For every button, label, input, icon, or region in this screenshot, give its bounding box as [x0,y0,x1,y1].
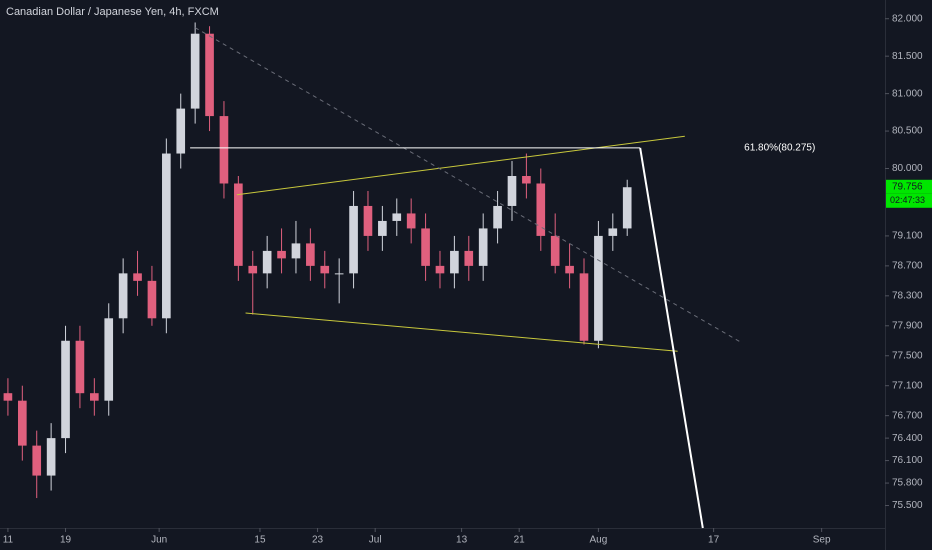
candle-body [147,280,157,319]
y-tick-label: 81.500 [892,51,923,62]
candle-body [536,183,546,236]
candle-body [61,340,70,439]
candle-body [421,228,430,266]
candle-body [320,265,330,274]
x-tick-label: Aug [590,535,608,546]
candle-body [205,33,214,117]
candle-body [378,220,387,236]
candle-body [3,393,13,401]
chart-title: Canadian Dollar / Japanese Yen, 4h, FXCM [6,6,219,18]
candle-body [493,205,502,229]
fib-label: 61.80%(80.275) [744,143,815,154]
x-tick-label: Jun [151,535,167,546]
candle-body [18,400,27,446]
x-tick-label: 13 [456,535,468,546]
candle-body [262,250,272,274]
candle-body [248,265,258,274]
x-tick-label: Jul [369,535,382,546]
x-tick-label: Sep [813,535,831,546]
y-tick-label: 78.300 [892,290,923,301]
candle-body [450,250,459,274]
candle-body [219,116,229,184]
candle-body [435,265,445,274]
candle-body [176,108,186,154]
y-tick-label: 75.500 [892,500,923,511]
candle-body [133,273,142,281]
candle-body [507,176,517,206]
candle-body [190,33,200,109]
candle-body [392,213,402,221]
x-tick-label: 21 [514,535,526,546]
candle-body [162,153,171,319]
y-tick-label: 76.400 [892,433,923,444]
candle-body [46,438,56,476]
candle-body [291,243,301,259]
y-tick-label: 82.000 [892,13,923,24]
x-tick-label: 19 [60,535,72,546]
y-tick-label: 80.000 [892,163,923,174]
candle-body [478,228,488,266]
last-price-box [886,179,932,194]
y-tick-label: 76.700 [892,410,923,421]
y-tick-label: 81.000 [892,88,923,99]
candle-body [334,273,344,275]
trend-line [245,312,678,352]
candle-body [565,265,574,274]
y-tick-label: 79.100 [892,231,923,242]
candle-body [277,250,286,259]
candle-body [104,318,114,401]
candle-body [622,187,632,229]
y-tick-label: 75.800 [892,478,923,489]
candle-body [406,213,416,229]
y-tick-label: 77.100 [892,380,923,391]
y-tick-label: 80.500 [892,126,923,137]
trend-line [639,147,704,529]
countdown-box [886,193,932,208]
candle-body [90,393,99,401]
candle-body [75,340,85,394]
candle-body [594,235,603,341]
trend-line [194,27,742,343]
candle-body [363,205,373,236]
y-tick-label: 77.500 [892,350,923,361]
countdown-label: 02:47:33 [890,195,925,205]
candle-body [118,273,128,319]
candle-body [550,235,560,266]
candle-body [579,273,589,341]
candle-body [522,176,531,184]
x-tick-label: 15 [254,535,266,546]
y-tick-label: 78.700 [892,261,923,272]
candle-body [234,183,243,266]
candle-body [608,228,618,236]
candle-body [464,250,474,266]
x-tick-label: 23 [312,535,324,546]
candle-body [306,243,315,266]
last-price-label: 79.756 [892,181,923,192]
candle-body [32,445,42,476]
x-tick-label: 11 [3,535,14,546]
x-tick-label: 17 [708,535,720,546]
y-tick-label: 76.100 [892,455,923,466]
y-tick-label: 77.900 [892,320,923,331]
trend-line [236,135,685,196]
candle-body [349,205,358,274]
